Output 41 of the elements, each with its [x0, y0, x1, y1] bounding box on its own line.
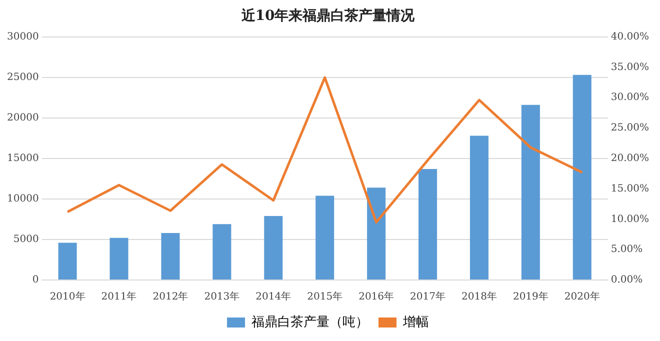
y2-tick-label: 0.00%: [610, 274, 643, 286]
y-tick-label: 20000: [7, 112, 39, 124]
bar: [212, 224, 232, 280]
x-tick-label: 2014年: [256, 290, 292, 303]
bar: [521, 104, 540, 280]
y2-tick-label: 30.00%: [610, 92, 650, 104]
bar: [316, 196, 334, 280]
x-tick-label: 2018年: [461, 290, 497, 303]
y2-tick-label: 20.00%: [610, 152, 650, 164]
x-tick-label: 2015年: [307, 290, 343, 303]
bar: [161, 232, 180, 280]
y2-tick-label: 15.00%: [610, 183, 650, 194]
legend-label: 福鼎白茶产量（吨）: [252, 314, 368, 330]
bar: [572, 74, 592, 280]
y-tick-label: 10000: [7, 194, 39, 205]
bar: [110, 238, 128, 280]
bar: [470, 136, 488, 280]
y2-tick-label: 5.00%: [610, 244, 643, 256]
bar: [58, 242, 77, 280]
bar: [418, 168, 438, 280]
y2-tick-label: 25.00%: [610, 122, 650, 134]
y2-tick-label: 10.00%: [610, 214, 650, 225]
bar: [367, 188, 386, 280]
bar: [264, 216, 283, 280]
y-tick-label: 15000: [7, 152, 39, 164]
x-tick-label: 2019年: [512, 290, 548, 303]
legend-label: 增幅: [402, 314, 429, 330]
chart-title: 近10年来福鼎白茶产量情况: [240, 7, 416, 24]
y2-tick-label: 35.00%: [610, 62, 650, 73]
x-tick-label: 2010年: [50, 290, 86, 303]
y2-tick-label: 40.00%: [610, 31, 650, 42]
x-tick-label: 2016年: [358, 290, 394, 303]
x-tick-label: 2011年: [101, 290, 137, 303]
y-tick-label: 25000: [7, 72, 39, 83]
x-tick-label: 2012年: [152, 290, 188, 303]
x-tick-label: 2020年: [564, 290, 600, 303]
y-tick-label: 30000: [7, 31, 39, 42]
x-tick-label: 2013年: [204, 290, 240, 303]
y-tick-label: 0: [32, 274, 39, 286]
x-tick-label: 2017年: [410, 290, 446, 303]
y-tick-label: 5000: [13, 234, 39, 246]
